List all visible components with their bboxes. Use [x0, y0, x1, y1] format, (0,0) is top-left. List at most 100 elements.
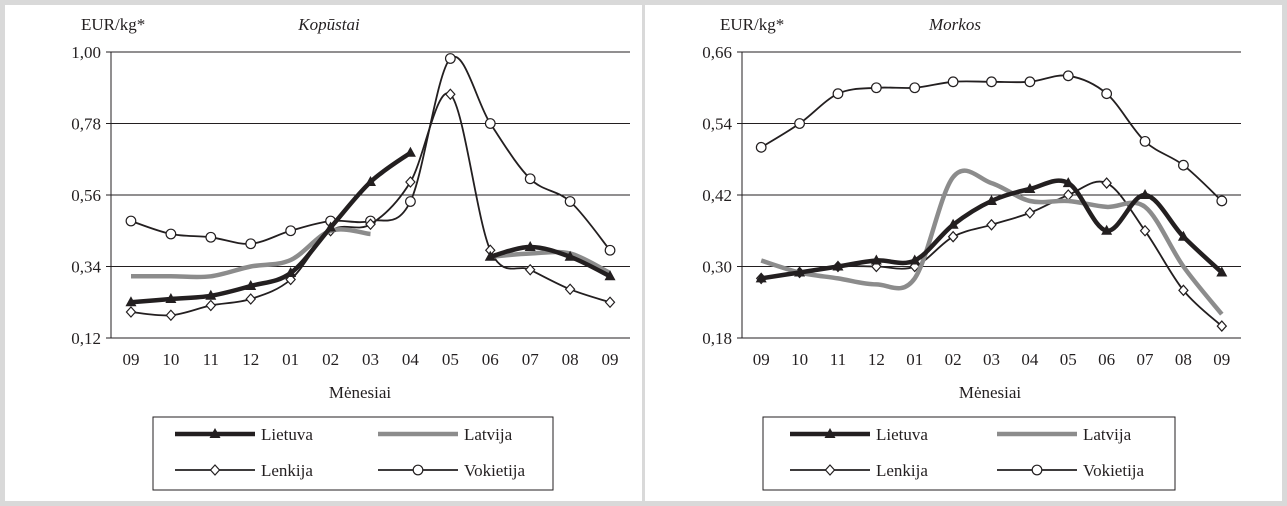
data-point-lietuva: [1216, 266, 1228, 277]
data-point-vokietija: [125, 215, 137, 227]
chart-title: Kopūstai: [297, 15, 360, 34]
x-tick-label: 08: [1175, 350, 1192, 369]
data-point-lietuva: [794, 266, 806, 277]
data-point-vokietija: [165, 228, 177, 240]
data-point-vokietija: [604, 244, 616, 256]
data-point-vokietija: [1139, 135, 1151, 147]
data-point-lenkija: [1024, 206, 1036, 219]
data-point-vokietija: [1178, 159, 1189, 171]
data-point-lietuva: [285, 267, 297, 277]
data-point-lenkija: [564, 283, 576, 296]
data-point-vokietija: [909, 82, 921, 94]
data-point-lietuva: [125, 296, 137, 307]
x-tick-label: 09: [1213, 350, 1230, 369]
x-tick-label: 03: [362, 350, 379, 369]
legend-label-latvija: Latvija: [464, 425, 513, 444]
legend-marker-vokietija: [1031, 464, 1043, 476]
data-point-lenkija: [1062, 189, 1074, 201]
y-tick-label: 0,18: [702, 329, 732, 348]
data-point-lietuva: [986, 194, 997, 205]
legend-label-lenkija: Lenkija: [261, 461, 313, 480]
data-point-lietuva: [832, 260, 844, 271]
x-tick-label: 01: [906, 350, 923, 369]
data-point-lietuva: [325, 221, 337, 232]
x-tick-label: 11: [203, 350, 219, 369]
legend-label-vokietija: Vokietija: [464, 461, 526, 480]
data-point-vokietija: [405, 196, 416, 207]
data-point-vokietija: [986, 76, 997, 88]
data-point-lenkija: [986, 218, 997, 231]
x-tick-label: 09: [602, 350, 619, 369]
data-point-lenkija: [947, 230, 959, 243]
x-tick-label: 03: [983, 350, 1000, 369]
x-tick-label: 04: [1021, 350, 1039, 369]
data-point-lietuva: [755, 272, 767, 283]
data-point-lenkija: [245, 293, 257, 305]
y-tick-label: 0,78: [71, 115, 101, 134]
data-point-lenkija: [1139, 224, 1151, 237]
x-tick-label: 07: [522, 350, 540, 369]
data-point-lietuva: [1024, 183, 1036, 194]
legend-box: [762, 416, 1176, 491]
x-tick-label: 10: [162, 350, 179, 369]
data-point-lenkija: [205, 299, 217, 312]
series-line-lenkija: [130, 92, 611, 317]
data-point-lietuva: [909, 254, 921, 265]
legend-marker-lenkija: [824, 464, 836, 476]
y-tick-label: 0,54: [702, 115, 732, 134]
x-tick-label: 09: [122, 350, 139, 369]
data-point-lietuva: [947, 218, 959, 229]
data-point-vokietija: [794, 118, 805, 129]
y-tick-label: 0,12: [71, 329, 101, 348]
x-tick-label: 10: [791, 350, 808, 369]
data-point-lietuva: [165, 293, 177, 303]
data-point-vokietija: [444, 53, 456, 64]
data-point-lenkija: [1101, 177, 1112, 189]
data-point-lenkija: [405, 176, 416, 188]
chart-title: Morkos: [928, 15, 981, 34]
y-tick-label: 0,30: [702, 258, 732, 277]
data-point-lietuva: [1101, 224, 1113, 235]
data-point-vokietija: [832, 88, 844, 100]
data-point-lenkija: [125, 306, 137, 318]
chart-kopustai: 0,12 0,34 0,56 0,78 1,00 09 10 11 12 01 02 03 04 05 06…: [71, 15, 630, 491]
x-tick-label: 05: [442, 350, 459, 369]
legend-marker-lietuva: [824, 428, 836, 438]
series-line-latvija: [760, 168, 1224, 316]
x-axis-label: Mėnesiai: [959, 383, 1022, 402]
data-point-lenkija: [604, 296, 616, 309]
data-point-vokietija: [524, 173, 536, 185]
data-point-lenkija: [1178, 284, 1189, 297]
x-tick-label: 08: [562, 350, 579, 369]
y-tick-label: 0,34: [71, 258, 101, 277]
data-point-lietuva: [604, 270, 616, 281]
panel-divider: [642, 5, 645, 501]
data-point-vokietija: [285, 225, 297, 237]
legend-box: [152, 416, 554, 491]
y-tick-label: 0,66: [702, 43, 732, 62]
series-line-lietuva: [489, 244, 612, 279]
x-tick-label: 02: [322, 350, 339, 369]
data-point-vokietija: [1216, 195, 1228, 207]
data-point-lenkija: [1216, 320, 1228, 332]
data-point-vokietija: [484, 118, 496, 129]
x-tick-label: 05: [1060, 350, 1077, 369]
data-point-lietuva: [524, 241, 536, 251]
data-point-lenkija: [445, 88, 456, 101]
data-point-vokietija: [755, 141, 767, 153]
x-tick-label: 02: [945, 350, 962, 369]
legend-marker-vokietija: [412, 464, 424, 476]
x-tick-label: 06: [482, 350, 499, 369]
data-point-vokietija: [564, 196, 576, 207]
data-point-lietuva: [870, 254, 882, 265]
legend-marker-lietuva: [209, 428, 221, 438]
data-point-lietuva: [1177, 230, 1189, 241]
data-point-vokietija: [1101, 88, 1113, 100]
data-point-lietuva: [1139, 189, 1151, 199]
x-tick-label: 11: [830, 350, 846, 369]
legend-label-lietuva: Lietuva: [876, 425, 928, 444]
y-tick-label: 0,56: [71, 186, 101, 205]
data-point-vokietija: [1024, 76, 1036, 88]
x-tick-label: 12: [868, 350, 885, 369]
x-axis-label: Mėnesiai: [329, 383, 392, 402]
